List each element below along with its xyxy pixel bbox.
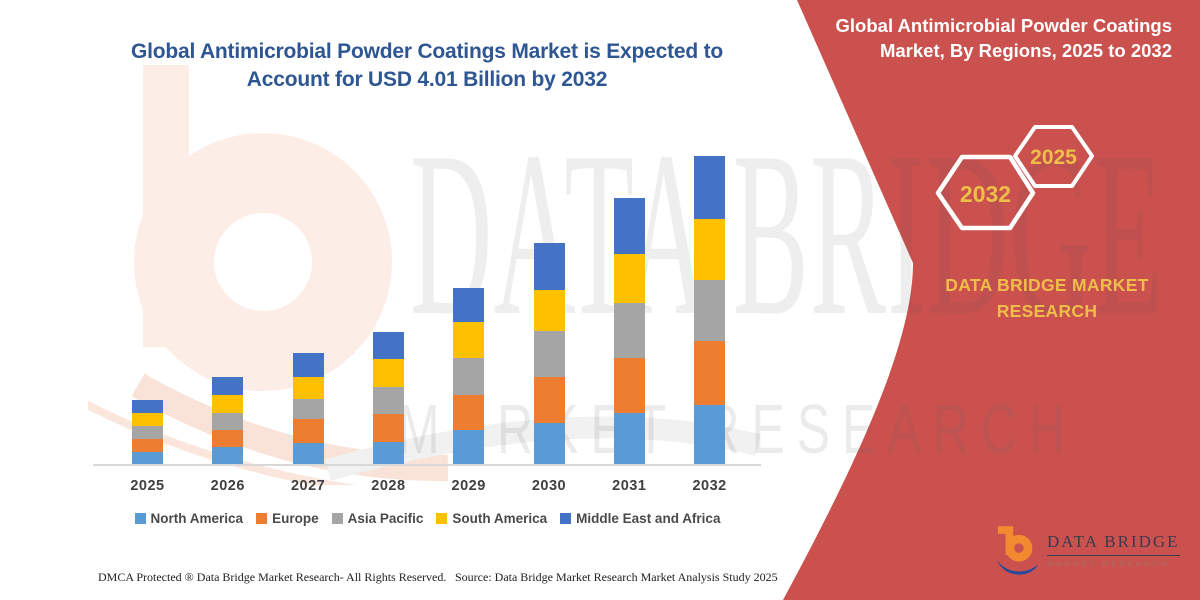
legend-swatch	[436, 513, 448, 524]
side-panel-brand-text: DATA BRIDGE MARKET RESEARCH	[945, 275, 1149, 321]
logo-name: DATA BRIDGE	[1047, 532, 1180, 556]
hexagon-2025-label: 2025	[1030, 146, 1077, 169]
legend-label: North America	[150, 511, 244, 526]
hexagon-2025	[1013, 125, 1094, 188]
legend-swatch	[560, 513, 572, 524]
bar-segment-asia-pacific	[694, 280, 726, 341]
bar-segment-europe	[212, 430, 244, 447]
bar-segment-south-america	[533, 290, 565, 331]
bar-segment-middle-east-and-africa	[132, 400, 163, 413]
x-axis-label: 2029	[451, 478, 486, 494]
bar-segment-europe	[533, 377, 565, 423]
legend-label: South America	[452, 511, 548, 526]
bar-segment-europe	[132, 439, 163, 452]
data-bridge-logo-icon	[997, 526, 1039, 575]
bar-segment-middle-east-and-africa	[453, 288, 485, 322]
legend-swatch	[331, 513, 343, 524]
x-axis-label: 2032	[692, 478, 727, 494]
legend-label: Asia Pacific	[347, 511, 424, 526]
bar-segment-asia-pacific	[292, 399, 324, 419]
bar-segment-north-america	[453, 430, 485, 465]
x-axis-label: 2027	[290, 478, 326, 494]
bar-segment-south-america	[292, 377, 324, 399]
bar-segment-north-america	[212, 447, 244, 465]
legend-label: Middle East and Africa	[576, 511, 721, 526]
bar-segment-middle-east-and-africa	[533, 243, 565, 290]
chart-title: Global Antimicrobial Powder Coatings Mar…	[130, 40, 724, 91]
bar-segment-south-america	[132, 413, 163, 426]
bar-segment-asia-pacific	[372, 387, 404, 414]
footer-copyright: DMCA Protected ® Data Bridge Market Rese…	[98, 570, 447, 584]
bar-segment-north-america	[694, 405, 726, 465]
bar-segment-north-america	[533, 423, 565, 465]
bar-segment-south-america	[453, 322, 485, 358]
bar-segment-europe	[694, 341, 726, 405]
bar-segment-middle-east-and-africa	[372, 332, 404, 359]
legend-item: Asia Pacific	[331, 511, 424, 526]
legend-item: South America	[436, 511, 547, 526]
bar-segment-north-america	[372, 442, 404, 465]
chart-legend: North America Europe Asia Pacific South Ame…	[95, 511, 760, 526]
footer-source: Source: Data Bridge Market Research Mark…	[455, 570, 778, 584]
bar-segment-asia-pacific	[212, 413, 244, 430]
hexagon-2032	[935, 154, 1036, 231]
bar-segment-asia-pacific	[613, 303, 645, 358]
bar-segment-middle-east-and-africa	[212, 377, 244, 395]
bar-segment-north-america	[292, 443, 324, 465]
legend-item: North America	[134, 511, 244, 526]
x-axis-line	[93, 464, 761, 466]
x-axis-label: 2030	[531, 478, 567, 494]
legend-swatch	[256, 513, 268, 524]
legend-label: Europe	[272, 511, 319, 526]
bar-segment-south-america	[694, 219, 726, 280]
brand-logo: DATA BRIDGE MARKET RESEARCH	[997, 525, 1180, 579]
hexagon-year-badges: 2032 2025	[935, 125, 1094, 231]
legend-item: Middle East and Africa	[560, 511, 720, 526]
bar-segment-south-america	[613, 254, 645, 303]
bar-segment-asia-pacific	[453, 358, 485, 395]
x-axis-label: 2031	[612, 478, 647, 494]
logo-subtitle: MARKET RESEARCH	[1047, 559, 1170, 568]
bar-segment-south-america	[212, 395, 244, 413]
bar-segment-north-america	[613, 413, 645, 465]
legend-item: Europe	[256, 511, 319, 526]
legend-swatch	[134, 513, 146, 524]
bar-segment-middle-east-and-africa	[694, 156, 726, 219]
x-axis-label: 2025	[130, 478, 165, 494]
bar-segment-south-america	[372, 359, 404, 387]
bar-segment-asia-pacific	[132, 426, 163, 439]
x-axis-label: 2028	[371, 478, 406, 494]
bar-segment-europe	[453, 395, 485, 430]
bar-segment-europe	[372, 414, 404, 442]
bar-segment-middle-east-and-africa	[613, 198, 645, 254]
bar-segment-europe	[292, 419, 324, 443]
x-axis-label: 2026	[210, 478, 245, 494]
bar-segment-middle-east-and-africa	[292, 353, 324, 377]
bar-segment-asia-pacific	[533, 331, 565, 377]
bar-segment-europe	[613, 358, 645, 413]
side-panel-title: Global Antimicrobial Powder Coatings Mar…	[835, 15, 1172, 61]
hexagon-2032-label: 2032	[960, 181, 1011, 207]
